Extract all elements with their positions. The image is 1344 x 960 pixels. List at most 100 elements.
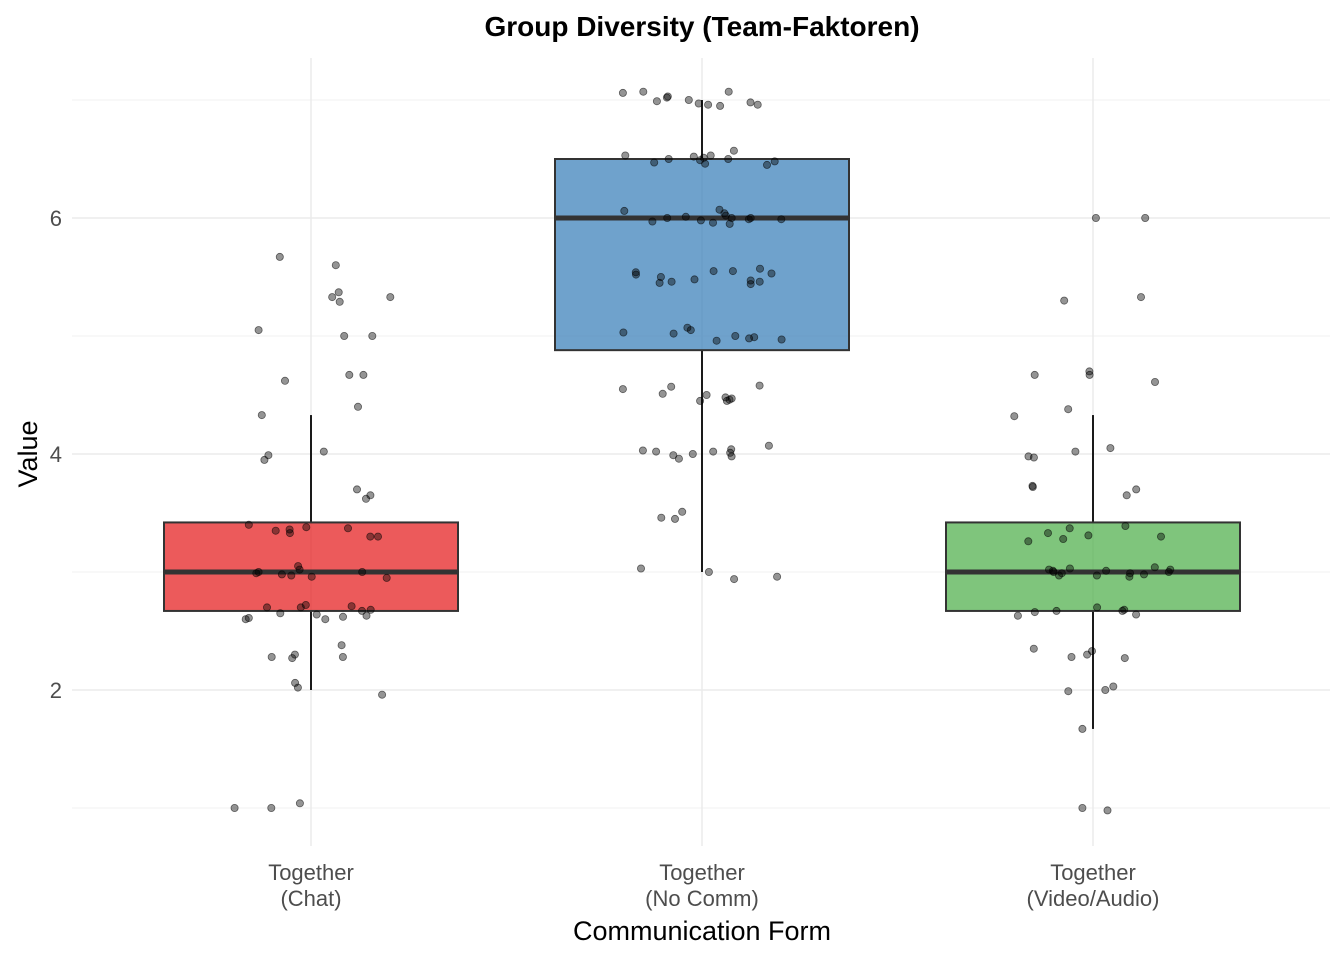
data-point bbox=[276, 609, 285, 618]
data-point bbox=[267, 804, 276, 813]
x-tick-label: (Video/Audio) bbox=[1027, 886, 1160, 911]
data-point bbox=[702, 390, 711, 399]
data-point bbox=[267, 653, 276, 662]
data-point bbox=[638, 446, 647, 455]
x-tick-label: (No Comm) bbox=[645, 886, 759, 911]
data-point bbox=[730, 575, 739, 584]
box-iqr bbox=[945, 521, 1241, 612]
data-point bbox=[652, 447, 661, 456]
data-point bbox=[678, 507, 687, 516]
data-point bbox=[1059, 535, 1068, 544]
data-point bbox=[1029, 644, 1038, 653]
data-point bbox=[241, 615, 250, 624]
data-point bbox=[338, 653, 347, 662]
y-tick-label: 2 bbox=[50, 678, 62, 703]
data-point bbox=[632, 270, 641, 279]
data-point bbox=[663, 213, 672, 222]
y-tick-label: 6 bbox=[50, 206, 62, 231]
data-point bbox=[618, 385, 627, 394]
box-iqr bbox=[163, 521, 459, 612]
box-group bbox=[554, 100, 850, 572]
data-point bbox=[1106, 444, 1115, 453]
data-point bbox=[335, 297, 344, 306]
data-point bbox=[347, 602, 356, 611]
data-point bbox=[728, 267, 737, 276]
data-point bbox=[353, 402, 362, 411]
data-point bbox=[631, 268, 640, 277]
jitter-points bbox=[230, 87, 1175, 815]
x-tick-label: Together bbox=[1050, 860, 1136, 885]
data-point bbox=[338, 612, 347, 621]
data-point bbox=[275, 252, 284, 261]
data-point bbox=[689, 152, 698, 161]
data-point bbox=[287, 571, 296, 580]
data-point bbox=[293, 683, 302, 692]
data-point bbox=[296, 603, 305, 612]
box-iqr bbox=[554, 158, 850, 352]
data-point bbox=[277, 570, 286, 579]
data-point bbox=[777, 215, 786, 224]
data-point bbox=[696, 216, 705, 225]
data-point bbox=[1093, 603, 1102, 612]
data-point bbox=[619, 328, 628, 337]
data-point bbox=[1109, 682, 1118, 691]
data-point bbox=[373, 532, 382, 541]
data-point bbox=[688, 449, 697, 458]
data-point bbox=[357, 606, 366, 615]
data-point bbox=[1029, 453, 1038, 462]
y-tick-label: 4 bbox=[50, 442, 62, 467]
data-point bbox=[291, 678, 300, 687]
data-point bbox=[725, 219, 734, 228]
data-point bbox=[1024, 537, 1033, 546]
data-point bbox=[1157, 532, 1166, 541]
data-point bbox=[637, 564, 646, 573]
data-point bbox=[727, 394, 736, 403]
data-point bbox=[244, 520, 253, 529]
data-point bbox=[366, 532, 375, 541]
data-point bbox=[1103, 806, 1112, 815]
data-point bbox=[620, 206, 629, 215]
data-point bbox=[727, 213, 736, 222]
data-point bbox=[724, 154, 733, 163]
chart-title: Group Diversity (Team-Faktoren) bbox=[484, 11, 919, 42]
data-point bbox=[669, 451, 678, 460]
data-point bbox=[1101, 686, 1110, 695]
data-point bbox=[1078, 804, 1087, 813]
y-axis-ticks: 2 4 6 bbox=[50, 206, 62, 703]
data-point bbox=[716, 101, 725, 110]
data-point bbox=[1151, 377, 1160, 386]
data-point bbox=[1102, 566, 1111, 575]
data-point bbox=[361, 494, 370, 503]
data-point bbox=[359, 370, 368, 379]
data-point bbox=[709, 218, 718, 227]
data-point bbox=[1071, 447, 1080, 456]
data-point bbox=[777, 335, 786, 344]
data-point bbox=[285, 529, 294, 538]
data-point bbox=[1091, 213, 1100, 222]
data-point bbox=[1030, 370, 1039, 379]
x-axis-ticks: Together(Chat)Together(No Comm)Together(… bbox=[268, 860, 1159, 911]
data-point bbox=[694, 99, 703, 108]
data-point bbox=[639, 87, 648, 96]
data-point bbox=[763, 160, 772, 169]
data-point bbox=[1078, 724, 1087, 733]
data-point bbox=[1052, 606, 1061, 615]
data-point bbox=[1122, 491, 1131, 500]
data-point bbox=[319, 447, 328, 456]
data-point bbox=[378, 690, 387, 699]
box-series bbox=[163, 100, 1241, 729]
data-point bbox=[667, 382, 676, 391]
data-point bbox=[655, 278, 664, 287]
data-point bbox=[1132, 485, 1141, 494]
data-point bbox=[667, 277, 676, 286]
data-point bbox=[288, 654, 297, 663]
data-point bbox=[312, 610, 321, 619]
data-point bbox=[230, 804, 239, 813]
data-point bbox=[337, 641, 346, 650]
data-point bbox=[1044, 529, 1053, 538]
data-point bbox=[271, 526, 280, 535]
data-point bbox=[657, 513, 666, 522]
data-point bbox=[745, 334, 754, 343]
data-point bbox=[1120, 654, 1129, 663]
data-point bbox=[681, 212, 690, 221]
